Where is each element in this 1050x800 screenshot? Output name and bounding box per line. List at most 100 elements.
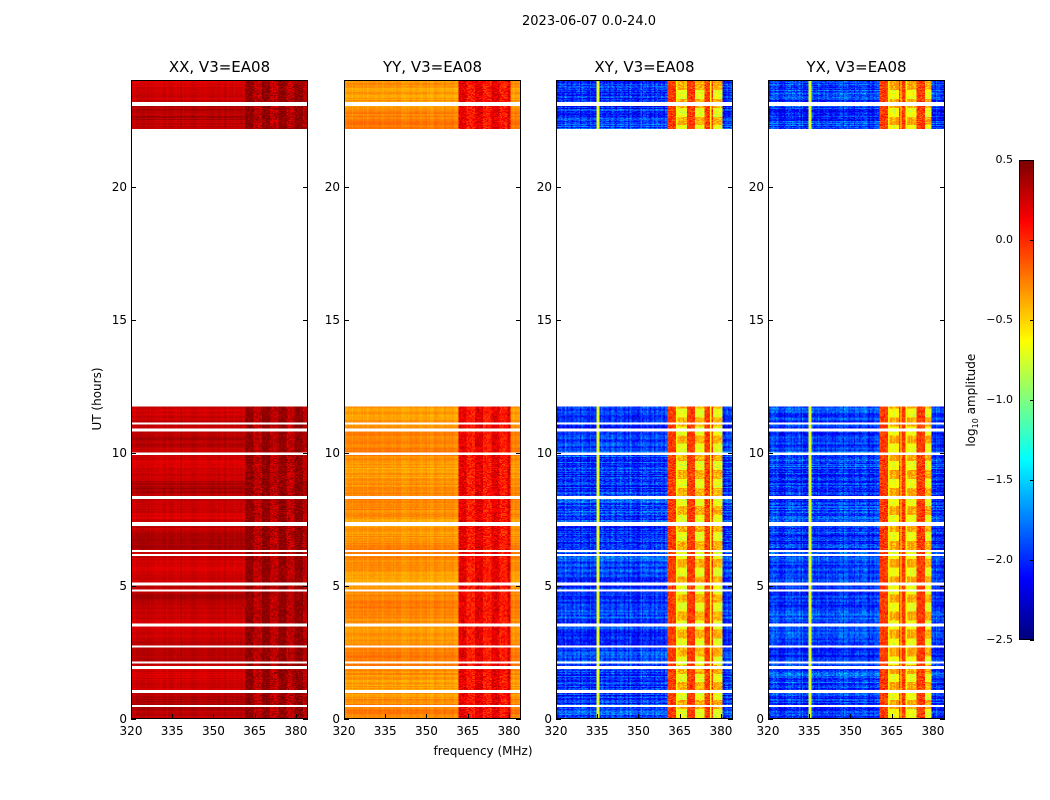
x-tick-mark xyxy=(131,714,132,719)
y-tick-mark xyxy=(303,452,308,454)
x-tick-mark xyxy=(213,714,215,719)
colorbar-tick-mark xyxy=(1030,160,1034,161)
x-tick-label: 380 xyxy=(497,724,521,738)
y-tick-mark xyxy=(131,452,136,454)
waterfall-panel xyxy=(768,80,945,719)
y-tick-mark xyxy=(131,719,136,720)
y-tick-mark xyxy=(516,319,521,321)
waterfall-heatmap xyxy=(769,81,944,718)
y-tick-mark xyxy=(516,719,521,720)
y-tick-mark xyxy=(768,585,773,587)
y-tick-mark xyxy=(556,452,561,454)
y-tick-mark xyxy=(728,585,733,587)
panel-title: XY, V3=EA08 xyxy=(594,58,695,76)
y-tick-label: 10 xyxy=(324,445,340,460)
y-tick-mark xyxy=(940,186,945,188)
x-tick-label: 320 xyxy=(544,724,568,738)
x-tick-mark xyxy=(638,714,640,719)
y-tick-mark xyxy=(940,452,945,454)
y-tick-label: 5 xyxy=(756,578,764,593)
y-tick-label: 0 xyxy=(544,712,552,726)
y-tick-mark xyxy=(556,319,561,321)
y-tick-label: 20 xyxy=(324,179,340,194)
panel-title: YY, V3=EA08 xyxy=(382,58,483,76)
panel-title: YX, V3=EA08 xyxy=(806,58,907,76)
y-tick-label: 10 xyxy=(536,445,552,460)
x-tick-mark xyxy=(679,714,681,719)
y-tick-mark xyxy=(728,319,733,321)
y-tick-mark xyxy=(728,186,733,188)
y-tick-label: 15 xyxy=(111,312,127,327)
x-tick-label: 350 xyxy=(627,724,650,738)
colorbar-tick-mark xyxy=(1030,320,1034,321)
x-tick-mark xyxy=(597,714,599,719)
y-tick-label: 15 xyxy=(324,312,340,327)
y-tick-label: 15 xyxy=(748,312,764,327)
y-tick-mark xyxy=(516,186,521,188)
x-tick-label: 380 xyxy=(921,724,945,738)
waterfall-heatmap xyxy=(132,81,307,718)
waterfall-heatmap xyxy=(557,81,732,718)
x-tick-label: 320 xyxy=(119,724,143,738)
y-tick-label: 0 xyxy=(332,712,340,726)
y-tick-mark xyxy=(344,585,349,587)
y-tick-label: 15 xyxy=(536,312,552,327)
x-tick-mark xyxy=(850,714,852,719)
colorbar-label-sub: 10 xyxy=(971,418,981,429)
y-tick-mark xyxy=(303,719,308,720)
colorbar-label: log10 amplitude xyxy=(964,340,980,460)
x-tick-label: 320 xyxy=(332,724,356,738)
y-tick-label: 20 xyxy=(536,179,552,194)
colorbar-tick-label: −2.0 xyxy=(986,553,1013,566)
colorbar-tick-label: −1.5 xyxy=(986,473,1013,486)
colorbar-tick-mark xyxy=(1030,400,1034,401)
x-tick-mark xyxy=(467,714,469,719)
y-tick-mark xyxy=(131,186,136,188)
y-tick-mark xyxy=(131,585,136,587)
x-tick-label: 350 xyxy=(839,724,862,738)
colorbar-label-main: log xyxy=(963,428,978,447)
x-axis-label: frequency (MHz) xyxy=(433,744,533,758)
y-tick-mark xyxy=(303,585,308,587)
y-tick-mark xyxy=(940,719,945,720)
figure-title: 2023-06-07 0.0-24.0 xyxy=(522,14,656,29)
x-tick-label: 380 xyxy=(709,724,733,738)
waterfall-panel xyxy=(131,80,308,719)
y-tick-mark xyxy=(940,319,945,321)
y-tick-mark xyxy=(728,452,733,454)
y-tick-mark xyxy=(344,186,349,188)
y-tick-mark xyxy=(516,585,521,587)
x-tick-mark xyxy=(385,714,387,719)
waterfall-panel xyxy=(556,80,733,719)
y-tick-label: 0 xyxy=(756,712,764,726)
colorbar-tick-mark xyxy=(1030,560,1034,561)
y-axis-label: UT (hours) xyxy=(90,367,104,431)
x-tick-mark xyxy=(891,714,893,719)
y-tick-mark xyxy=(768,452,773,454)
x-tick-label: 365 xyxy=(243,724,267,738)
y-tick-mark xyxy=(556,719,561,720)
y-tick-label: 5 xyxy=(119,578,127,593)
y-tick-mark xyxy=(303,186,308,188)
y-tick-mark xyxy=(728,719,733,720)
x-tick-mark xyxy=(344,714,345,719)
y-tick-mark xyxy=(556,585,561,587)
x-tick-mark xyxy=(556,714,557,719)
x-tick-label: 365 xyxy=(668,724,692,738)
x-tick-mark xyxy=(809,714,811,719)
x-tick-label: 320 xyxy=(756,724,780,738)
waterfall-heatmap xyxy=(345,81,520,718)
x-tick-mark xyxy=(932,714,934,719)
colorbar-tick-label: −1.0 xyxy=(986,393,1013,406)
y-tick-mark xyxy=(344,719,349,720)
colorbar-tick-mark xyxy=(1030,640,1034,641)
x-tick-label: 380 xyxy=(284,724,308,738)
x-tick-label: 350 xyxy=(202,724,225,738)
y-tick-label: 0 xyxy=(119,712,127,726)
colorbar-tick-label: −2.5 xyxy=(986,633,1013,646)
x-tick-label: 335 xyxy=(160,724,184,738)
y-tick-mark xyxy=(768,186,773,188)
y-tick-mark xyxy=(768,719,773,720)
y-tick-label: 10 xyxy=(748,445,764,460)
y-tick-label: 10 xyxy=(111,445,127,460)
